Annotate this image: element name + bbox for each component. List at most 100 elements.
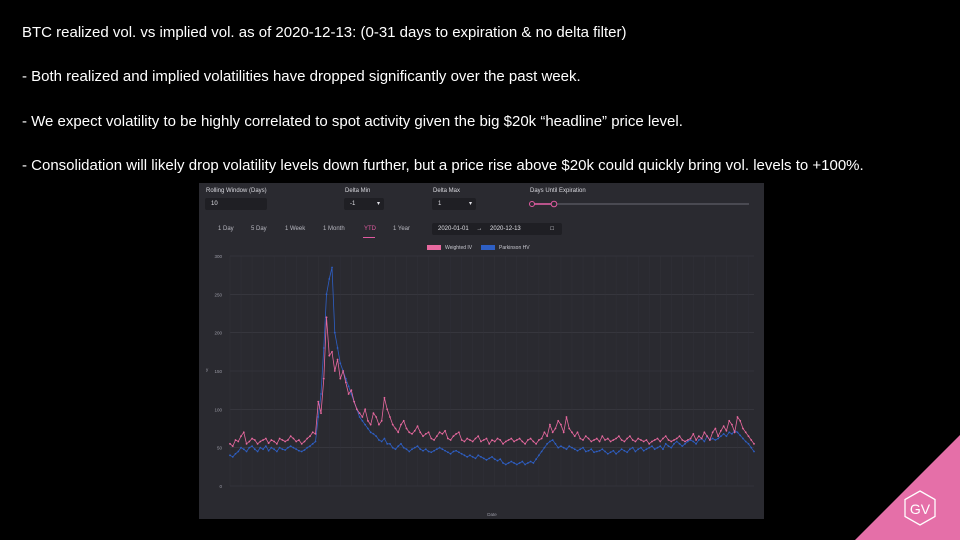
tab-5-day[interactable]: 5 Day: [251, 226, 267, 232]
tab-1-year[interactable]: 1 Year: [393, 226, 411, 232]
data-point-parkinson-hv: [455, 449, 458, 452]
data-point-parkinson-hv: [631, 446, 634, 449]
data-point-weighted-iv: [366, 419, 369, 422]
data-point-weighted-iv: [435, 435, 438, 438]
data-point-weighted-iv: [298, 439, 300, 441]
data-point-weighted-iv: [747, 435, 750, 438]
data-point-weighted-iv: [686, 439, 689, 441]
data-point-weighted-iv: [317, 400, 320, 403]
data-point-weighted-iv: [309, 435, 311, 438]
data-point-weighted-iv: [344, 381, 347, 384]
data-point-parkinson-hv: [413, 446, 416, 449]
data-point-parkinson-hv: [659, 445, 662, 448]
data-point-parkinson-hv: [593, 451, 595, 454]
data-point-parkinson-hv: [303, 449, 306, 451]
data-point-parkinson-hv: [697, 439, 700, 441]
data-point-parkinson-hv: [686, 440, 689, 443]
data-point-parkinson-hv: [714, 439, 717, 441]
data-point-parkinson-hv: [314, 440, 317, 443]
expiration-range-slider[interactable]: [529, 199, 751, 209]
data-point-weighted-iv: [742, 427, 744, 430]
data-point-parkinson-hv: [469, 454, 471, 457]
data-point-weighted-iv: [595, 437, 598, 440]
active-tab-indicator: [363, 237, 375, 238]
data-point-parkinson-hv: [515, 463, 518, 466]
data-point-weighted-iv: [598, 440, 601, 443]
data-point-weighted-iv: [303, 440, 306, 443]
data-point-parkinson-hv: [582, 446, 584, 449]
data-point-parkinson-hv: [292, 446, 295, 449]
tab-1-month[interactable]: 1 Month: [323, 226, 345, 232]
data-point-weighted-iv: [645, 439, 648, 441]
date-range-picker[interactable]: 2020-01-01 → 2020-12-13 □: [432, 223, 562, 235]
data-point-weighted-iv: [720, 429, 722, 432]
data-point-parkinson-hv: [703, 440, 706, 443]
data-point-parkinson-hv: [378, 439, 380, 441]
data-point-weighted-iv: [695, 439, 697, 441]
slide-title: BTC realized vol. vs implied vol. as of …: [22, 24, 627, 41]
data-point-parkinson-hv: [358, 416, 361, 418]
tab-ytd[interactable]: YTD: [364, 226, 376, 232]
delta-min-select[interactable]: -1 ▾: [344, 198, 384, 210]
data-point-parkinson-hv: [405, 448, 408, 451]
data-point-parkinson-hv: [287, 446, 289, 449]
data-point-parkinson-hv: [609, 451, 612, 454]
rolling-window-input[interactable]: 10: [205, 198, 267, 210]
data-point-parkinson-hv: [463, 454, 466, 457]
data-point-weighted-iv: [659, 440, 662, 443]
data-point-weighted-iv: [480, 440, 482, 443]
data-point-parkinson-hv: [720, 435, 722, 438]
data-point-parkinson-hv: [474, 457, 477, 460]
data-point-parkinson-hv: [452, 450, 455, 453]
data-point-weighted-iv: [543, 431, 546, 434]
tab-1-week[interactable]: 1 Week: [285, 226, 306, 232]
data-point-parkinson-hv: [320, 393, 322, 395]
data-point-weighted-iv: [513, 440, 515, 443]
data-point-parkinson-hv: [251, 445, 253, 448]
data-point-weighted-iv: [477, 435, 480, 438]
data-point-weighted-iv: [706, 435, 709, 438]
data-point-weighted-iv: [444, 429, 447, 432]
data-point-weighted-iv: [518, 437, 521, 440]
data-point-parkinson-hv: [375, 435, 378, 438]
data-point-parkinson-hv: [253, 448, 256, 451]
data-point-weighted-iv: [733, 431, 736, 434]
data-point-weighted-iv: [684, 440, 686, 443]
data-point-weighted-iv: [394, 427, 397, 430]
data-point-weighted-iv: [626, 437, 629, 440]
data-point-parkinson-hv: [642, 449, 645, 452]
data-point-weighted-iv: [278, 437, 281, 440]
data-point-parkinson-hv: [309, 445, 311, 448]
data-point-parkinson-hv: [695, 442, 697, 445]
data-point-weighted-iv: [689, 437, 692, 440]
data-point-parkinson-hv: [617, 450, 620, 453]
data-point-parkinson-hv: [496, 459, 499, 462]
y-tick-label: 200: [214, 331, 222, 336]
data-point-parkinson-hv: [626, 451, 629, 454]
data-point-parkinson-hv: [664, 442, 667, 445]
data-point-parkinson-hv: [731, 432, 733, 435]
data-point-parkinson-hv: [750, 446, 753, 449]
data-point-parkinson-hv: [424, 448, 427, 451]
data-point-weighted-iv: [375, 416, 378, 418]
data-point-weighted-iv: [496, 437, 499, 440]
data-point-parkinson-hv: [380, 440, 383, 443]
data-point-parkinson-hv: [339, 362, 342, 365]
legend-swatch-weighted-iv: [427, 245, 441, 250]
data-point-parkinson-hv: [435, 448, 438, 451]
tab-1-day[interactable]: 1 Day: [218, 226, 234, 232]
data-point-parkinson-hv: [259, 446, 262, 449]
data-point-weighted-iv: [587, 437, 590, 440]
data-point-parkinson-hv: [267, 449, 270, 452]
data-point-weighted-iv: [651, 440, 653, 443]
data-point-parkinson-hv: [623, 449, 626, 452]
days-until-expiration-label: Days Until Expiration: [530, 188, 586, 194]
data-point-weighted-iv: [372, 412, 375, 415]
data-point-weighted-iv: [273, 440, 276, 443]
data-point-weighted-iv: [264, 437, 267, 440]
data-point-weighted-iv: [237, 440, 240, 443]
data-point-weighted-iv: [526, 439, 529, 441]
delta-max-select[interactable]: 1 ▾: [432, 198, 476, 210]
y-tick-label: 0: [219, 484, 222, 489]
data-point-weighted-iv: [474, 437, 477, 440]
